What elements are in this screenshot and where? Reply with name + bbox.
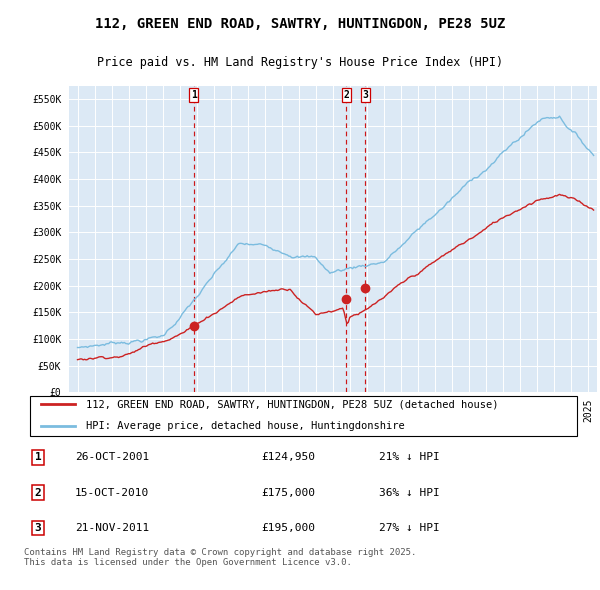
Text: 27% ↓ HPI: 27% ↓ HPI bbox=[379, 523, 440, 533]
Text: £195,000: £195,000 bbox=[261, 523, 315, 533]
Text: £175,000: £175,000 bbox=[261, 488, 315, 497]
Text: Contains HM Land Registry data © Crown copyright and database right 2025.
This d: Contains HM Land Registry data © Crown c… bbox=[24, 548, 416, 568]
Text: 112, GREEN END ROAD, SAWTRY, HUNTINGDON, PE28 5UZ (detached house): 112, GREEN END ROAD, SAWTRY, HUNTINGDON,… bbox=[86, 399, 499, 409]
Text: 2: 2 bbox=[344, 90, 349, 100]
Text: 26-OCT-2001: 26-OCT-2001 bbox=[75, 453, 149, 462]
Text: 36% ↓ HPI: 36% ↓ HPI bbox=[379, 488, 440, 497]
Text: 1: 1 bbox=[191, 90, 197, 100]
Text: Price paid vs. HM Land Registry's House Price Index (HPI): Price paid vs. HM Land Registry's House … bbox=[97, 55, 503, 68]
Text: £124,950: £124,950 bbox=[261, 453, 315, 462]
FancyBboxPatch shape bbox=[29, 396, 577, 436]
Text: 3: 3 bbox=[35, 523, 41, 533]
Text: 21% ↓ HPI: 21% ↓ HPI bbox=[379, 453, 440, 462]
Text: 21-NOV-2011: 21-NOV-2011 bbox=[75, 523, 149, 533]
Text: 3: 3 bbox=[362, 90, 368, 100]
Text: 1: 1 bbox=[35, 453, 41, 462]
Text: 15-OCT-2010: 15-OCT-2010 bbox=[75, 488, 149, 497]
Text: 2: 2 bbox=[35, 488, 41, 497]
Text: HPI: Average price, detached house, Huntingdonshire: HPI: Average price, detached house, Hunt… bbox=[86, 421, 405, 431]
Text: 112, GREEN END ROAD, SAWTRY, HUNTINGDON, PE28 5UZ: 112, GREEN END ROAD, SAWTRY, HUNTINGDON,… bbox=[95, 17, 505, 31]
